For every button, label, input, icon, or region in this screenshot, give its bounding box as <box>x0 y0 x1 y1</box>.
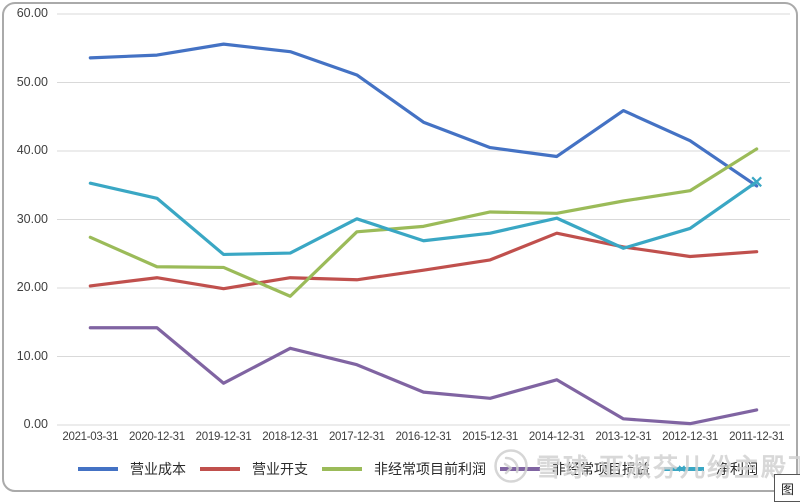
y-tick-label: 0.00 <box>23 417 48 431</box>
x-tick-label: 2014-12-31 <box>528 431 585 443</box>
x-tick-label: 2016-12-31 <box>395 431 452 443</box>
legend-key-icon <box>78 467 118 471</box>
x-tick-label: 2012-12-31 <box>662 431 718 443</box>
x-tick-label: 2019-12-31 <box>195 431 252 443</box>
legend-label: 非经常项目损益 <box>552 461 650 477</box>
y-tick-label: 30.00 <box>16 211 48 226</box>
x-tick-label: 2017-12-31 <box>328 431 385 443</box>
chart-legend: 营业成本 营业开支 非经常项目前利润 非经常项目损益 × 净利润 <box>0 459 800 479</box>
legend-item-3: 非经常项目损益 <box>500 459 650 479</box>
corner-image-button-label: 图 <box>781 482 795 497</box>
y-tick-label: 40.00 <box>16 143 48 157</box>
legend-label: 营业成本 <box>130 461 186 477</box>
legend-label: 非经常项目前利润 <box>374 461 486 477</box>
y-tick-label: 10.00 <box>16 348 48 363</box>
x-tick-label: 2011-12-31 <box>729 431 785 443</box>
corner-image-button[interactable]: 图 <box>774 474 800 502</box>
x-tick-label: 2015-12-31 <box>462 431 519 443</box>
legend-key-icon <box>500 467 540 471</box>
x-tick-label: 2013-12-31 <box>595 431 652 443</box>
legend-key-icon <box>322 467 362 471</box>
legend-item-4: × 净利润 <box>664 459 758 479</box>
legend-x-marker-icon: × <box>678 461 686 476</box>
y-tick-label: 50.00 <box>16 74 48 89</box>
legend-key-icon <box>200 467 240 471</box>
end-x-marker <box>751 176 762 188</box>
series-line-2 <box>88 147 759 298</box>
legend-item-1: 营业开支 <box>200 459 308 479</box>
legend-label: 营业开支 <box>252 461 308 477</box>
legend-item-0: 营业成本 <box>78 459 186 479</box>
y-tick-label: 60.00 <box>16 6 48 20</box>
legend-label: 净利润 <box>716 461 758 477</box>
x-tick-label: 2020-12-31 <box>129 431 185 443</box>
series-line-0 <box>88 42 759 188</box>
x-tick-label: 2021-03-31 <box>62 431 119 443</box>
series-line-1 <box>88 231 759 291</box>
y-tick-label: 20.00 <box>16 280 48 294</box>
legend-item-2: 非经常项目前利润 <box>322 459 486 479</box>
x-tick-label: 2018-12-31 <box>262 431 319 443</box>
series-line-4 <box>88 180 759 257</box>
legend-key-icon: × <box>664 461 704 476</box>
series-line-3 <box>88 326 759 426</box>
chart-frame <box>2 2 798 492</box>
